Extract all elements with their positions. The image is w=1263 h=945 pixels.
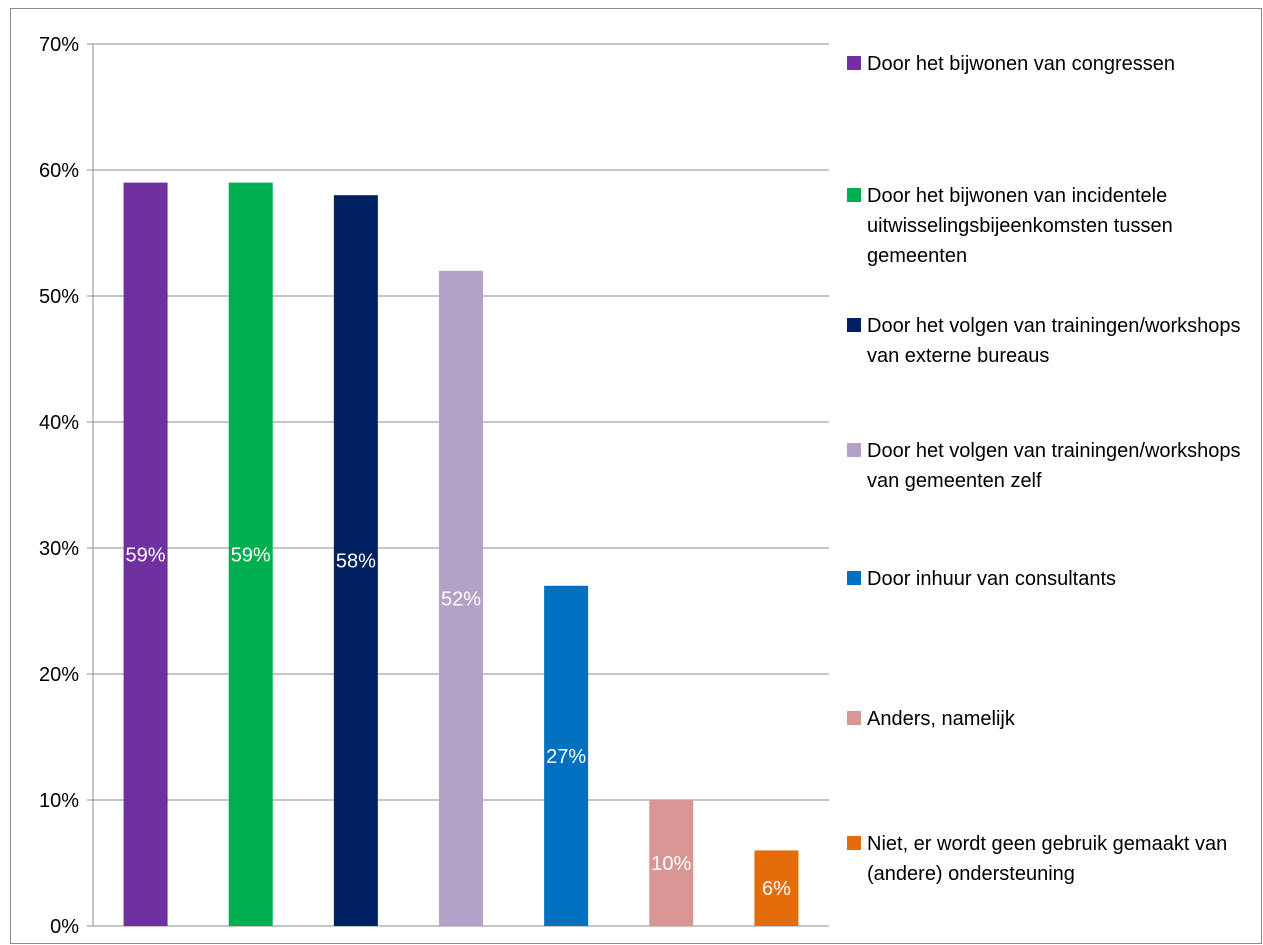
- legend-swatch: [847, 318, 861, 332]
- legend-item: Door het bijwonen van congressen: [847, 49, 1257, 79]
- legend-swatch: [847, 188, 861, 202]
- legend-label: Door het volgen van trainingen/workshops…: [867, 315, 1241, 367]
- bar: [228, 182, 273, 927]
- data-label: 58%: [336, 551, 376, 573]
- legend-label: Door het bijwonen van congressen: [867, 53, 1175, 75]
- bar: [649, 800, 694, 926]
- y-tick-label: 30%: [39, 538, 79, 560]
- legend-swatch: [847, 711, 861, 725]
- legend-item: Door inhuur van consultants: [847, 564, 1257, 594]
- legend-label: Anders, namelijk: [867, 708, 1015, 730]
- bar: [754, 850, 799, 926]
- legend-item: Niet, er wordt geen gebruik gemaakt van …: [847, 829, 1257, 889]
- legend-swatch: [847, 836, 861, 850]
- y-tick-label: 50%: [39, 286, 79, 308]
- y-tick-label: 40%: [39, 412, 79, 434]
- y-tick-label: 60%: [39, 160, 79, 182]
- legend-swatch: [847, 571, 861, 585]
- data-label: 27%: [546, 746, 586, 768]
- y-tick-label: 0%: [50, 916, 79, 938]
- legend-item: Anders, namelijk: [847, 704, 1257, 734]
- data-label: 52%: [441, 588, 481, 610]
- y-tick-label: 70%: [39, 34, 79, 56]
- legend-label: Door het volgen van trainingen/workshops…: [867, 440, 1241, 492]
- chart-frame: 0% 10% 20% 30% 40% 50% 60% 70% 59% 59% 58% 52% 27% 10…: [10, 8, 1262, 944]
- legend-label: Niet, er wordt geen gebruik gemaakt van …: [867, 833, 1228, 885]
- legend-swatch: [847, 443, 861, 457]
- bar: [123, 182, 168, 927]
- data-label: 59%: [126, 544, 166, 566]
- legend-item: Door het volgen van trainingen/workshops…: [847, 311, 1257, 371]
- bar: [544, 585, 589, 926]
- data-label: 59%: [231, 544, 271, 566]
- legend-item: Door het bijwonen van incidentele uitwis…: [847, 181, 1257, 271]
- legend-swatch: [847, 56, 861, 70]
- y-tick-label: 10%: [39, 790, 79, 812]
- data-label: 10%: [651, 853, 691, 875]
- bar: [333, 195, 378, 926]
- data-label: 6%: [762, 878, 791, 900]
- legend-label: Door het bijwonen van incidentele uitwis…: [867, 185, 1173, 267]
- y-tick-label: 20%: [39, 664, 79, 686]
- bar: [439, 270, 483, 926]
- legend-label: Door inhuur van consultants: [867, 568, 1117, 590]
- legend-item: Door het volgen van trainingen/workshops…: [847, 436, 1257, 496]
- bar-chart-plot: 0% 10% 20% 30% 40% 50% 60% 70% 59% 59% 58% 52% 27% 10…: [39, 34, 829, 938]
- chart-legend: Door het bijwonen van congressen Door het…: [847, 9, 1257, 945]
